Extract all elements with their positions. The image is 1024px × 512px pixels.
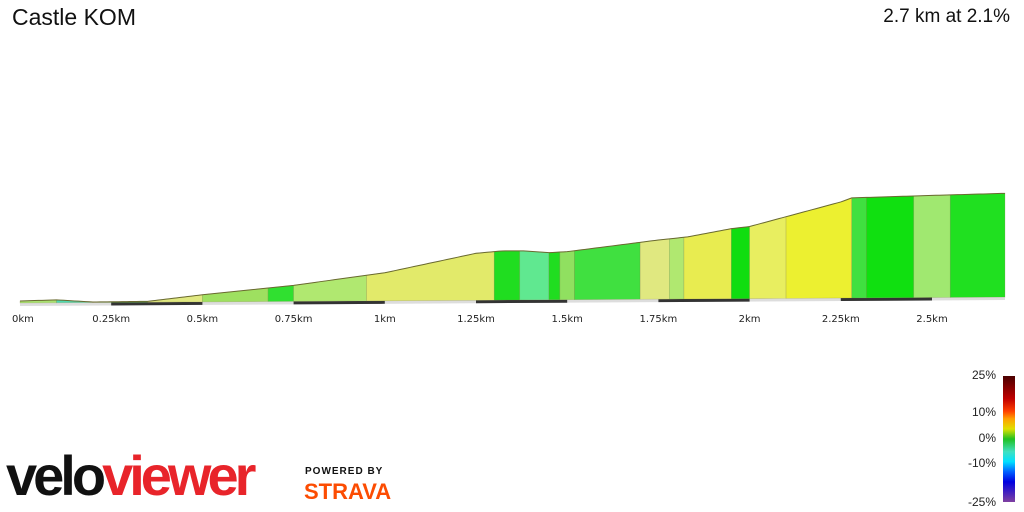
segment-title: Castle KOM (12, 4, 136, 30)
gradient-segment (749, 216, 787, 299)
legend-label: -25% (967, 495, 996, 509)
strava-logo: STRAVA (304, 479, 392, 504)
gradient-segment (866, 195, 915, 299)
km-marker-bar (475, 299, 568, 304)
segment-summary: 2.7 km at 2.1% (883, 6, 1010, 27)
gradient-segment (785, 197, 853, 299)
x-tick-label: 2km (739, 314, 761, 325)
gradient-color-bar (1003, 376, 1015, 502)
gradient-segment (559, 250, 575, 301)
elevation-profile-chart: 0km 0.25km 0.5km 0.75km 1km 1.25km 1.5km 1.75km… (12, 192, 1006, 325)
x-tick-label: 0km (12, 314, 34, 325)
veloviewer-logo: veloviewer (6, 444, 256, 507)
km-marker-bar (840, 297, 933, 302)
km-marker-bar (293, 300, 385, 305)
x-tick-label: 1.75km (639, 314, 677, 325)
gradient-segment (851, 197, 867, 299)
powered-by-label: POWERED BY (305, 466, 384, 477)
gradient-segment (202, 287, 269, 303)
gradient-segment (639, 238, 670, 300)
x-tick-label: 0.5km (187, 314, 218, 325)
gradient-segment (669, 236, 685, 300)
gradient-segment (493, 250, 521, 301)
km-marker-bar (111, 301, 203, 306)
gradient-segment (574, 241, 641, 300)
gradient-segment (293, 274, 367, 302)
gradient-segment (519, 250, 550, 301)
x-tick-label: 2.25km (822, 314, 860, 325)
x-tick-label: 0.75km (275, 314, 313, 325)
x-tick-label: 0.25km (92, 314, 130, 325)
gradient-segment (731, 226, 750, 300)
x-tick-label: 1.25km (457, 314, 495, 325)
gradient-segment (683, 228, 732, 300)
legend-label: 25% (971, 368, 996, 382)
gradient-segment (913, 194, 951, 298)
gradient-segment (949, 193, 1006, 298)
legend-label: 10% (971, 405, 996, 419)
x-tick-label: 1.5km (551, 314, 582, 325)
x-tick-label: 1km (374, 314, 396, 325)
gradient-segment (366, 251, 495, 302)
gradient-segment (548, 251, 561, 301)
legend-label: -10% (967, 456, 996, 470)
km-marker-bar (658, 298, 750, 303)
profile-outline (19, 192, 1005, 303)
x-tick-label: 2.5km (916, 314, 947, 325)
legend-label: 0% (978, 431, 996, 445)
